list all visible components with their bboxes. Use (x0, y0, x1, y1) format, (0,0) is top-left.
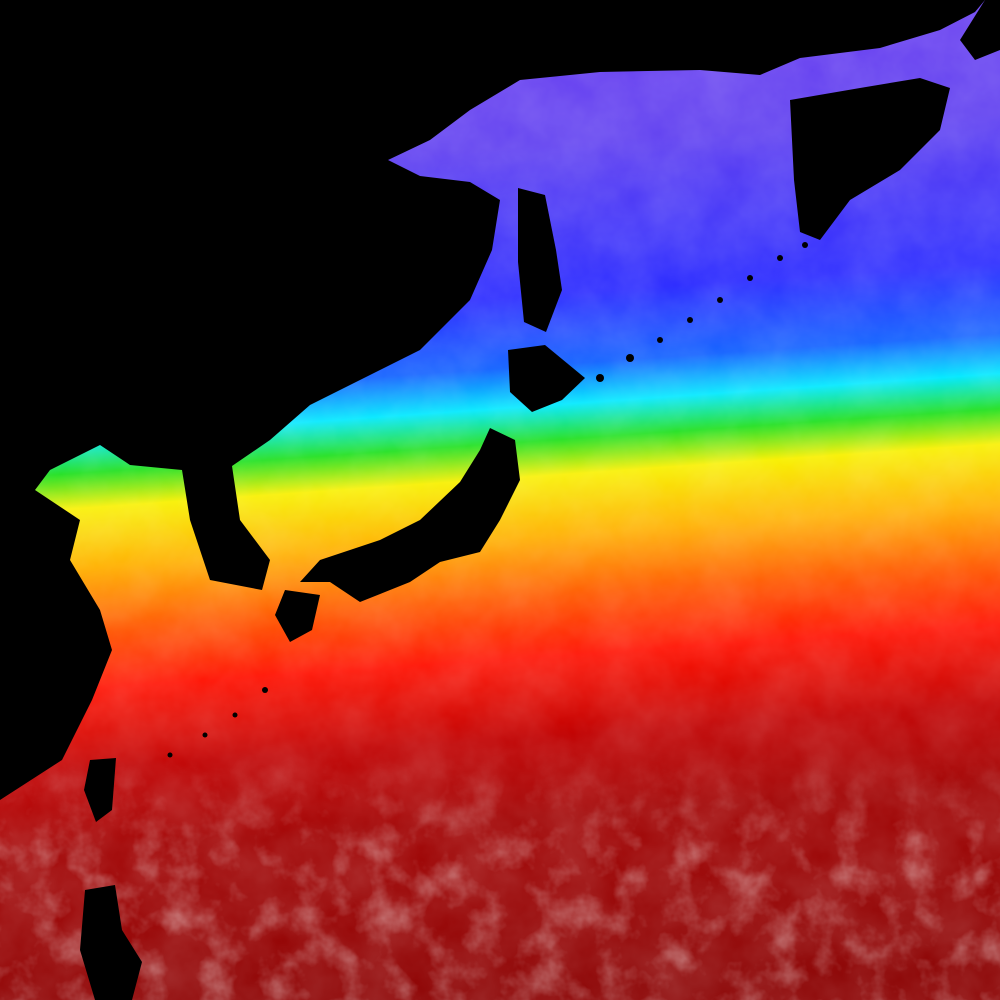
far-east-coast (960, 0, 1000, 60)
ryukyu-islands (167, 687, 268, 758)
taiwan (84, 758, 116, 822)
luzon (80, 885, 142, 1000)
sakhalin (518, 188, 562, 332)
honshu (300, 428, 520, 602)
hokkaido (508, 345, 585, 412)
kyushu (275, 590, 320, 642)
asia-mainland (0, 0, 985, 800)
kamchatka (790, 78, 950, 240)
kuril-islands (596, 242, 808, 382)
